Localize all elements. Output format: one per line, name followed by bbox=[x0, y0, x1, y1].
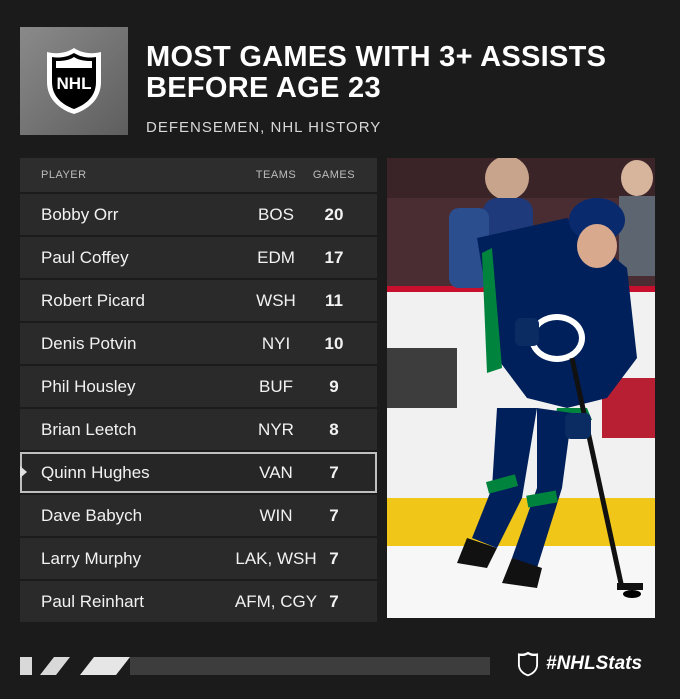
table-row: Dave Babych WIN 7 bbox=[20, 495, 377, 536]
page-title: MOST GAMES WITH 3+ ASSISTS BEFORE AGE 23 bbox=[146, 41, 607, 104]
table-row: Paul Coffey EDM 17 bbox=[20, 237, 377, 278]
table-row: Phil Housley BUF 9 bbox=[20, 366, 377, 407]
table-row-highlighted: Quinn Hughes VAN 7 bbox=[20, 452, 377, 493]
player-teams: BUF bbox=[259, 377, 293, 396]
nhl-shield-icon: NHL bbox=[47, 48, 101, 114]
player-name: Bobby Orr bbox=[41, 205, 119, 224]
footer-brand: #NHLStats bbox=[516, 651, 642, 677]
page-subtitle: DEFENSEMEN, NHL HISTORY bbox=[146, 119, 382, 136]
player-photo bbox=[387, 158, 655, 618]
footer-decoration bbox=[20, 657, 490, 675]
player-name: Larry Murphy bbox=[41, 549, 142, 568]
player-games: 20 bbox=[324, 205, 344, 224]
player-games: 10 bbox=[324, 334, 344, 353]
player-games: 7 bbox=[329, 549, 339, 568]
player-games: 11 bbox=[325, 291, 343, 310]
player-teams: WIN bbox=[259, 506, 293, 525]
player-name: Denis Potvin bbox=[41, 334, 137, 353]
player-games: 17 bbox=[324, 248, 344, 267]
player-name: Phil Housley bbox=[41, 377, 136, 396]
table-row: Paul Reinhart AFM, CGY 7 bbox=[20, 581, 377, 622]
nhl-logo: NHL bbox=[20, 27, 128, 135]
table-row: Brian Leetch NYR 8 bbox=[20, 409, 377, 450]
header-teams: TEAMS bbox=[255, 169, 297, 181]
highlight-marker-icon bbox=[20, 466, 27, 478]
table-row: Denis Potvin NYI 10 bbox=[20, 323, 377, 364]
hockey-player-illustration bbox=[387, 158, 655, 618]
table-row: Bobby Orr BOS 20 bbox=[20, 194, 377, 235]
player-name: Brian Leetch bbox=[41, 420, 137, 439]
footer-hashtag: #NHLStats bbox=[546, 653, 643, 674]
player-games: 7 bbox=[329, 506, 339, 525]
player-teams: EDM bbox=[257, 248, 295, 267]
player-games: 9 bbox=[329, 377, 339, 396]
player-name: Paul Reinhart bbox=[41, 592, 145, 611]
player-teams: NYR bbox=[258, 420, 294, 439]
player-teams: VAN bbox=[259, 463, 293, 482]
player-games: 7 bbox=[329, 592, 339, 611]
nhl-shield-small-icon bbox=[517, 651, 539, 677]
player-name: Dave Babych bbox=[41, 506, 143, 525]
header-games: GAMES bbox=[312, 169, 356, 181]
player-teams: BOS bbox=[258, 205, 294, 224]
player-teams: NYI bbox=[261, 334, 291, 353]
player-teams: AFM, CGY bbox=[234, 592, 318, 611]
player-games: 7 bbox=[329, 463, 339, 482]
player-name: Robert Picard bbox=[41, 291, 145, 310]
svg-text:NHL: NHL bbox=[57, 74, 92, 93]
header-player: PLAYER bbox=[41, 169, 87, 181]
table-header: PLAYER TEAMS GAMES bbox=[20, 158, 377, 192]
stats-table: PLAYER TEAMS GAMES Bobby Orr BOS 20 Paul… bbox=[20, 158, 377, 622]
player-teams: LAK, WSH bbox=[235, 549, 317, 568]
player-teams: WSH bbox=[256, 291, 296, 310]
player-games: 8 bbox=[329, 420, 339, 439]
table-row: Larry Murphy LAK, WSH 7 bbox=[20, 538, 377, 579]
player-name: Quinn Hughes bbox=[41, 463, 150, 482]
player-name: Paul Coffey bbox=[41, 248, 129, 267]
table-row: Robert Picard WSH 11 bbox=[20, 280, 377, 321]
